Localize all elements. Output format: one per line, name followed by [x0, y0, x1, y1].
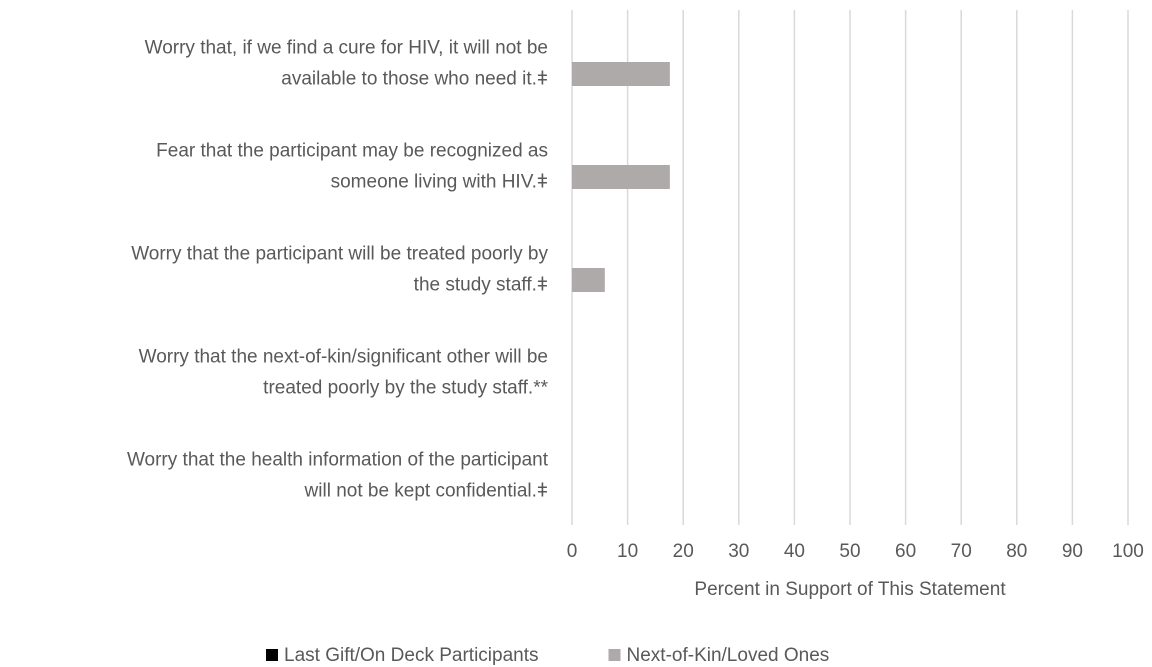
label-line: someone living with HIV.ǂ — [331, 172, 548, 193]
y-tick-label: Worry that the health information of the… — [127, 450, 549, 502]
label-line: the study staff.ǂ — [414, 275, 548, 296]
label-line: Fear that the participant may be recogni… — [156, 141, 548, 162]
bar — [572, 268, 605, 292]
legend-label: Next-of-Kin/Loved Ones — [627, 645, 830, 666]
label-line: will not be kept confidential.ǂ — [304, 481, 548, 502]
x-tick-label: 10 — [617, 541, 638, 562]
x-tick-label: 20 — [673, 541, 694, 562]
x-tick-label: 60 — [895, 541, 916, 562]
x-tick-label: 30 — [728, 541, 749, 562]
bar — [572, 62, 670, 86]
label-line: Worry that, if we find a cure for HIV, i… — [145, 38, 548, 59]
x-tick-label: 40 — [784, 541, 805, 562]
x-tick-label: 100 — [1112, 541, 1144, 562]
x-tick-label: 0 — [567, 541, 578, 562]
legend-swatch — [608, 649, 621, 661]
label-line: Worry that the next-of-kin/significant o… — [139, 347, 548, 368]
x-tick-label: 50 — [839, 541, 860, 562]
label-line: Worry that the health information of the… — [127, 450, 549, 471]
x-axis-title: Percent in Support of This Statement — [694, 579, 1006, 600]
x-tick-label: 90 — [1062, 541, 1083, 562]
y-tick-label: Worry that the next-of-kin/significant o… — [139, 347, 549, 399]
bar — [572, 165, 670, 189]
legend-label: Last Gift/On Deck Participants — [284, 645, 539, 666]
x-tick-label: 70 — [951, 541, 972, 562]
label-line: available to those who need it.ǂ — [281, 69, 548, 90]
legend-swatch — [266, 649, 278, 661]
label-line: Worry that the participant will be treat… — [131, 244, 548, 265]
x-tick-label: 80 — [1006, 541, 1027, 562]
label-line: treated poorly by the study staff.** — [263, 378, 548, 399]
y-tick-label: Worry that, if we find a cure for HIV, i… — [145, 38, 548, 90]
y-tick-label: Worry that the participant will be treat… — [131, 244, 548, 296]
y-tick-label: Fear that the participant may be recogni… — [156, 141, 548, 193]
